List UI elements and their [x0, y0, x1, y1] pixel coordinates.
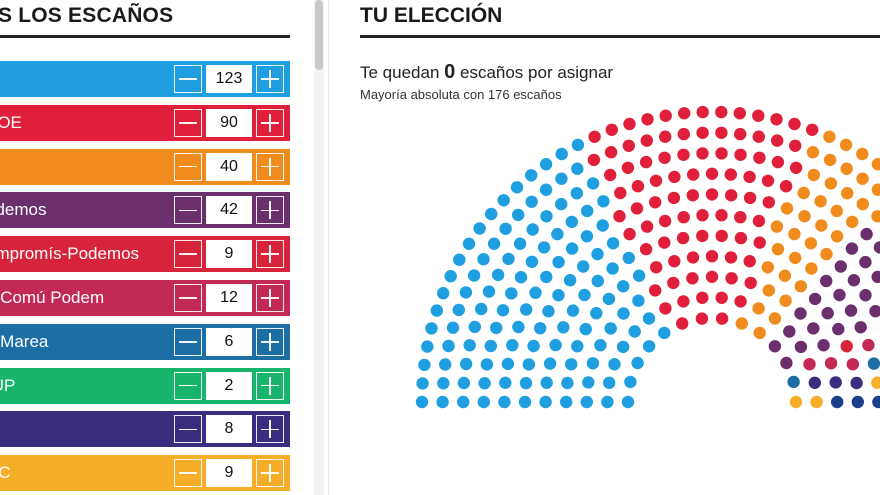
decrease-seats-button[interactable] — [174, 327, 202, 356]
decrease-seats-button[interactable] — [174, 240, 202, 269]
remaining-count: 0 — [444, 61, 456, 83]
increase-seats-button[interactable] — [256, 240, 284, 269]
party-row: C8 — [0, 411, 290, 448]
party-name: SOE — [0, 112, 22, 132]
election-title: TU ELECCIÓN — [360, 4, 503, 27]
decrease-seats-button[interactable] — [174, 284, 202, 312]
panel-title: S LOS ESCAÑOS — [0, 4, 174, 27]
your-election-panel: TU ELECCIÓN Te quedan 0 escaños por asig… — [360, 0, 880, 495]
increase-seats-button[interactable] — [256, 65, 284, 93]
increase-seats-button[interactable] — [256, 327, 284, 356]
decrease-seats-button[interactable] — [174, 415, 202, 444]
party-row: s 40 — [0, 148, 290, 185]
title-rule — [360, 35, 880, 38]
seat-count[interactable]: 9 — [206, 240, 252, 269]
seat-count[interactable]: 90 — [206, 108, 252, 137]
party-row: RC 9 — [0, 455, 290, 492]
remaining-suffix: escaños por asignar — [455, 63, 614, 82]
decrease-seats-button[interactable] — [174, 196, 202, 225]
seat-count[interactable]: 6 — [206, 327, 252, 356]
party-row: ompromís-Podemos 9 — [0, 236, 290, 273]
majority-text: Mayoría absoluta con 176 escaños — [360, 87, 562, 102]
party-name: n Comú Podem — [0, 288, 105, 307]
party-name: RC — [0, 463, 11, 483]
seat-count[interactable]: 9 — [206, 459, 252, 488]
seat-count[interactable]: 40 — [206, 152, 252, 181]
decrease-seats-button[interactable] — [174, 152, 202, 181]
increase-seats-button[interactable] — [256, 415, 284, 444]
party-name: odemos — [0, 200, 47, 220]
party-name: -UP — [0, 375, 16, 395]
remaining-prefix: Te quedan — [360, 63, 445, 82]
party-row: P 123 — [0, 61, 290, 97]
increase-seats-button[interactable] — [256, 196, 284, 225]
party-name: P — [0, 69, 174, 89]
panel-divider — [328, 0, 329, 495]
party-row: n Comú Podem 12 — [0, 280, 290, 316]
party-row: n Marea 6 — [0, 323, 290, 360]
party-name: C — [0, 419, 174, 439]
party-name: n Marea — [0, 331, 49, 351]
decrease-seats-button[interactable] — [174, 371, 202, 400]
seat-count[interactable]: 12 — [206, 284, 252, 312]
decrease-seats-button[interactable] — [174, 459, 202, 488]
party-row: odemos 42 — [0, 192, 290, 229]
party-row: SOE 90 — [0, 104, 290, 141]
increase-seats-button[interactable] — [256, 108, 284, 137]
increase-seats-button[interactable] — [256, 152, 284, 181]
scrollbar-track[interactable] — [314, 0, 324, 495]
seat-count[interactable]: 123 — [206, 65, 252, 93]
decrease-seats-button[interactable] — [174, 65, 202, 93]
remaining-seats-text: Te quedan 0 escaños por asignar — [360, 61, 613, 84]
seat-allocation-panel: S LOS ESCAÑOS P 123 SOE 90 s 40 odemos 42 omprom… — [0, 0, 300, 495]
decrease-seats-button[interactable] — [174, 108, 202, 137]
party-row: -UP 2 — [0, 367, 290, 404]
title-rule — [0, 35, 290, 38]
increase-seats-button[interactable] — [256, 284, 284, 312]
scrollbar-thumb[interactable] — [315, 0, 323, 70]
increase-seats-button[interactable] — [256, 371, 284, 400]
party-name: ompromís-Podemos — [0, 244, 140, 264]
seat-count[interactable]: 2 — [206, 371, 252, 400]
seat-count[interactable]: 8 — [206, 415, 252, 444]
party-name: s — [0, 157, 174, 177]
increase-seats-button[interactable] — [256, 459, 284, 488]
seat-count[interactable]: 42 — [206, 196, 252, 225]
